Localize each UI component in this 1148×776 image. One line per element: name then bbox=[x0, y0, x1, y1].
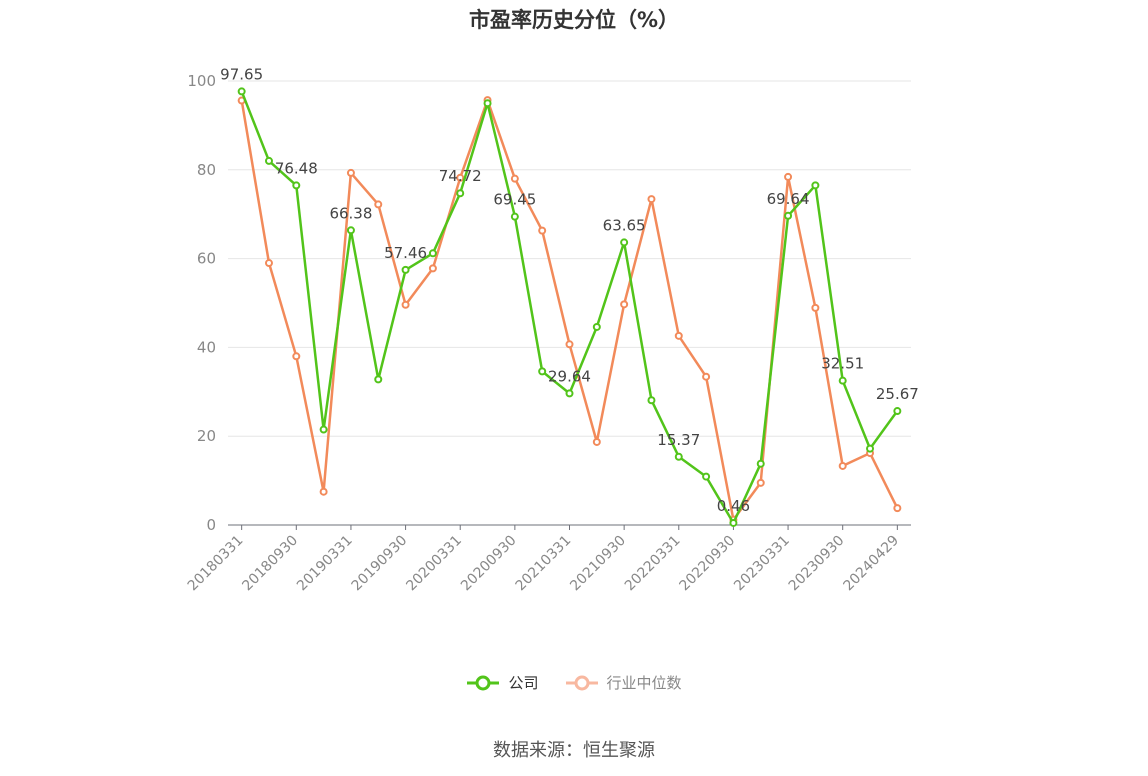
data-point-industry bbox=[456, 173, 465, 182]
data-point-company bbox=[620, 238, 629, 247]
x-tick-label: 20220930 bbox=[677, 533, 739, 595]
data-label: 69.64 bbox=[767, 190, 810, 208]
x-tick-label: 20180930 bbox=[239, 533, 301, 595]
chart-title: 市盈率历史分位（%） bbox=[468, 8, 680, 32]
data-label: 74.72 bbox=[439, 167, 482, 185]
y-tick-label: 60 bbox=[197, 250, 216, 268]
source-note: 数据来源：恒生聚源 bbox=[493, 740, 655, 761]
data-point-industry bbox=[292, 352, 301, 361]
legend: 公司 行业中位数 bbox=[0, 672, 1148, 693]
data-point-company bbox=[237, 87, 246, 96]
data-label: 76.48 bbox=[275, 159, 318, 177]
data-label: 63.65 bbox=[603, 216, 646, 234]
x-tick-label: 20230331 bbox=[731, 533, 793, 595]
data-point-company bbox=[838, 376, 847, 385]
data-point-company bbox=[729, 518, 738, 527]
data-point-company bbox=[319, 425, 328, 434]
data-label: 25.67 bbox=[876, 385, 919, 403]
data-point-industry bbox=[401, 300, 410, 309]
line-chart: 0 20 40 60 80 100 2018033120180930201903312019… bbox=[185, 65, 919, 595]
data-point-company bbox=[811, 181, 820, 190]
data-point-industry bbox=[538, 226, 547, 235]
legend-item-industry[interactable]: 行业中位数 bbox=[565, 672, 682, 693]
data-point-industry bbox=[565, 340, 574, 349]
data-point-company bbox=[264, 156, 273, 165]
data-point-company bbox=[702, 472, 711, 481]
legend-industry-marker-icon bbox=[565, 675, 598, 690]
data-point-industry bbox=[620, 300, 629, 309]
data-point-industry bbox=[756, 478, 765, 487]
data-point-company bbox=[592, 322, 601, 331]
data-point-company bbox=[510, 212, 519, 221]
data-label: 69.45 bbox=[493, 191, 536, 209]
x-tick-label: 20240429 bbox=[840, 533, 902, 595]
data-point-company bbox=[401, 265, 410, 274]
data-point-industry bbox=[592, 437, 601, 446]
legend-item-company[interactable]: 公司 bbox=[466, 672, 539, 693]
y-tick-label: 20 bbox=[197, 427, 216, 445]
data-point-company bbox=[292, 181, 301, 190]
y-tick-label: 0 bbox=[206, 516, 216, 534]
data-point-industry bbox=[510, 174, 519, 183]
data-point-company bbox=[374, 375, 383, 384]
data-point-industry bbox=[374, 200, 383, 209]
x-tick-label: 20200930 bbox=[458, 533, 520, 595]
data-label: 57.46 bbox=[384, 244, 427, 262]
data-point-company bbox=[647, 396, 656, 405]
data-point-industry bbox=[784, 172, 793, 181]
data-point-company bbox=[866, 444, 875, 453]
data-point-company bbox=[784, 211, 793, 220]
data-point-industry bbox=[893, 504, 902, 513]
data-point-company bbox=[674, 452, 683, 461]
legend-company-marker-icon bbox=[467, 675, 500, 690]
x-tick-label: 20210331 bbox=[513, 533, 575, 595]
data-label: 66.38 bbox=[329, 204, 372, 222]
x-tick-label: 20230930 bbox=[786, 533, 848, 595]
data-label: 15.37 bbox=[657, 431, 700, 449]
data-point-company bbox=[346, 226, 355, 235]
data-point-industry bbox=[674, 331, 683, 340]
data-point-company bbox=[565, 389, 574, 398]
x-tick-label: 20190331 bbox=[294, 533, 356, 595]
data-label: 97.65 bbox=[220, 65, 263, 83]
x-tick-label: 20200331 bbox=[403, 533, 465, 595]
data-point-company bbox=[428, 249, 437, 258]
data-label: 29.64 bbox=[548, 367, 591, 385]
data-point-industry bbox=[346, 168, 355, 177]
series-line-company bbox=[240, 90, 899, 525]
x-tick-label: 20190930 bbox=[349, 533, 411, 595]
data-point-industry bbox=[428, 264, 437, 273]
data-point-company bbox=[538, 367, 547, 376]
data-point-industry bbox=[702, 372, 711, 381]
legend-industry-label: 行业中位数 bbox=[606, 674, 682, 692]
data-point-company bbox=[483, 99, 492, 108]
x-tick-label: 20210930 bbox=[567, 533, 629, 595]
data-label: 0.46 bbox=[717, 497, 750, 515]
data-point-industry bbox=[264, 259, 273, 268]
data-point-industry bbox=[838, 461, 847, 470]
data-point-industry bbox=[647, 195, 656, 204]
data-label: 32.51 bbox=[821, 355, 864, 373]
y-tick-label: 100 bbox=[187, 72, 216, 90]
data-point-industry bbox=[319, 487, 328, 496]
y-tick-label: 40 bbox=[197, 338, 216, 356]
legend-company-label: 公司 bbox=[508, 674, 539, 692]
data-point-company bbox=[756, 459, 765, 468]
data-point-industry bbox=[811, 303, 820, 312]
x-tick-label: 20220331 bbox=[622, 533, 684, 595]
x-tick-label: 20180331 bbox=[185, 533, 247, 595]
y-tick-label: 80 bbox=[197, 161, 216, 179]
data-point-company bbox=[893, 407, 902, 416]
data-point-company bbox=[456, 189, 465, 198]
